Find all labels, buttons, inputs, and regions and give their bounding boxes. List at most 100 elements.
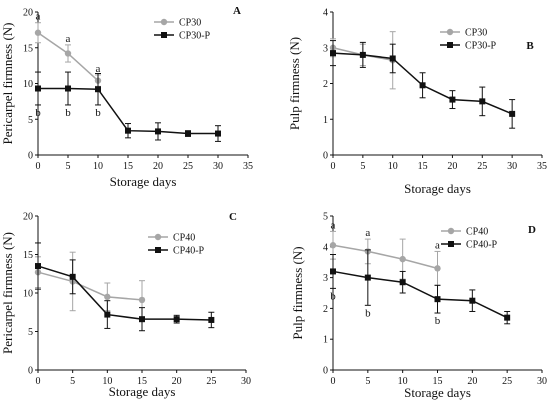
series-line: [37, 271, 143, 301]
x-tick-label: 30: [537, 376, 547, 387]
significance-label: b: [95, 107, 101, 119]
x-tick-label: 25: [477, 161, 487, 172]
x-tick-label: 10: [102, 376, 112, 387]
data-point: [34, 29, 42, 36]
series-primary: a a a: [34, 11, 102, 87]
data-point: [434, 265, 441, 272]
x-axis-label: Storage days: [404, 181, 471, 196]
y-tick-label: 2: [323, 304, 328, 315]
significance-label: a: [331, 219, 336, 231]
legend-marker: [447, 42, 453, 48]
data-point: [389, 55, 396, 62]
y-tick-label: 0: [323, 151, 328, 162]
data-point: [329, 242, 337, 249]
data-point: [330, 268, 336, 275]
y-tick-label: 3: [323, 43, 328, 54]
data-point: [104, 311, 111, 318]
data-point: [104, 293, 111, 301]
significance-label: b: [35, 107, 41, 119]
x-tick-label: 20: [153, 161, 163, 172]
series-primary: a a a: [329, 219, 441, 286]
significance-label: b: [65, 107, 71, 119]
legend-label: CP30: [465, 28, 487, 39]
legend-marker: [155, 247, 161, 253]
series-primary: [34, 251, 146, 320]
y-axis-label: Pulp firmness (N): [287, 37, 302, 130]
data-point: [359, 51, 366, 58]
legend-marker: [160, 18, 168, 26]
data-point: [399, 279, 406, 286]
x-tick-label: 0: [331, 161, 336, 172]
panel-letter: A: [233, 5, 241, 17]
x-tick-label: 30: [507, 161, 517, 172]
x-tick-label: 5: [365, 376, 370, 387]
data-point: [138, 296, 146, 304]
data-point: [479, 98, 486, 105]
x-tick-label: 35: [243, 161, 253, 172]
panel-d-chart: 0 5 10 15 20 25 30 0 1 2 3 4 5 Storage days Pulp firmn…: [290, 212, 547, 401]
x-tick-label: 25: [183, 161, 193, 172]
data-point: [185, 130, 191, 137]
y-tick-label: 5: [28, 115, 33, 126]
legend-label: CP30-P: [179, 31, 211, 42]
legend-marker: [154, 233, 162, 241]
y-tick-label: 4: [323, 242, 328, 253]
x-tick-label: 20: [467, 376, 477, 387]
legend-label: CP40-P: [466, 240, 498, 251]
x-tick-label: 15: [123, 161, 133, 172]
x-tick-label: 30: [241, 376, 251, 387]
legend-label: CP40: [173, 233, 195, 244]
x-tick-label: 25: [502, 376, 512, 387]
y-axis-label: Pulp firmness (N): [290, 246, 305, 339]
legend-marker: [446, 28, 454, 36]
series-secondary: bbb: [330, 249, 511, 327]
panel-letter: B: [526, 40, 534, 52]
y-axis-label: Pericarpel firmness (N): [0, 22, 15, 144]
y-tick-label: 0: [28, 151, 33, 162]
data-point: [139, 316, 145, 323]
legend-label: CP30-P: [465, 41, 497, 52]
legend-marker: [161, 32, 167, 38]
x-axis-label: Storage days: [109, 384, 176, 399]
panel-a-chart: 0 5 10 15 20 25 30 35 0 5 10 15 20 Storage days Perica…: [0, 5, 253, 189]
x-tick-label: 15: [137, 376, 147, 387]
y-tick-label: 10: [23, 289, 33, 300]
data-point: [155, 128, 161, 135]
y-tick-label: 2: [323, 79, 328, 90]
y-tick-label: 1: [323, 335, 328, 346]
x-tick-label: 35: [537, 161, 547, 172]
series-line: [332, 244, 438, 270]
significance-label: a: [365, 227, 370, 239]
y-tick-label: 4: [323, 8, 328, 19]
panel-letter: D: [528, 224, 536, 236]
data-point: [330, 50, 336, 57]
x-tick-label: 10: [388, 161, 398, 172]
data-point: [509, 110, 516, 117]
y-tick-label: 20: [23, 8, 33, 19]
legend-label: CP30: [179, 18, 201, 29]
significance-label: b: [330, 290, 336, 302]
data-point: [208, 316, 215, 323]
data-point: [434, 296, 441, 303]
x-tick-label: 0: [331, 376, 336, 387]
x-tick-label: 20: [447, 161, 457, 172]
x-tick-label: 15: [433, 376, 443, 387]
x-tick-label: 5: [360, 161, 365, 172]
data-point: [399, 255, 406, 263]
data-point: [449, 96, 456, 103]
significance-label: a: [36, 11, 41, 23]
significance-label: a: [66, 33, 71, 45]
x-axis-label: Storage days: [404, 385, 471, 400]
data-point: [125, 127, 131, 134]
legend-label: CP40-P: [173, 246, 205, 257]
data-point: [364, 274, 371, 281]
significance-label: a: [96, 63, 101, 75]
x-tick-label: 30: [213, 161, 223, 172]
significance-label: b: [435, 315, 441, 327]
series-line: [332, 270, 508, 319]
x-tick-label: 25: [206, 376, 216, 387]
y-tick-label: 1: [323, 115, 328, 126]
